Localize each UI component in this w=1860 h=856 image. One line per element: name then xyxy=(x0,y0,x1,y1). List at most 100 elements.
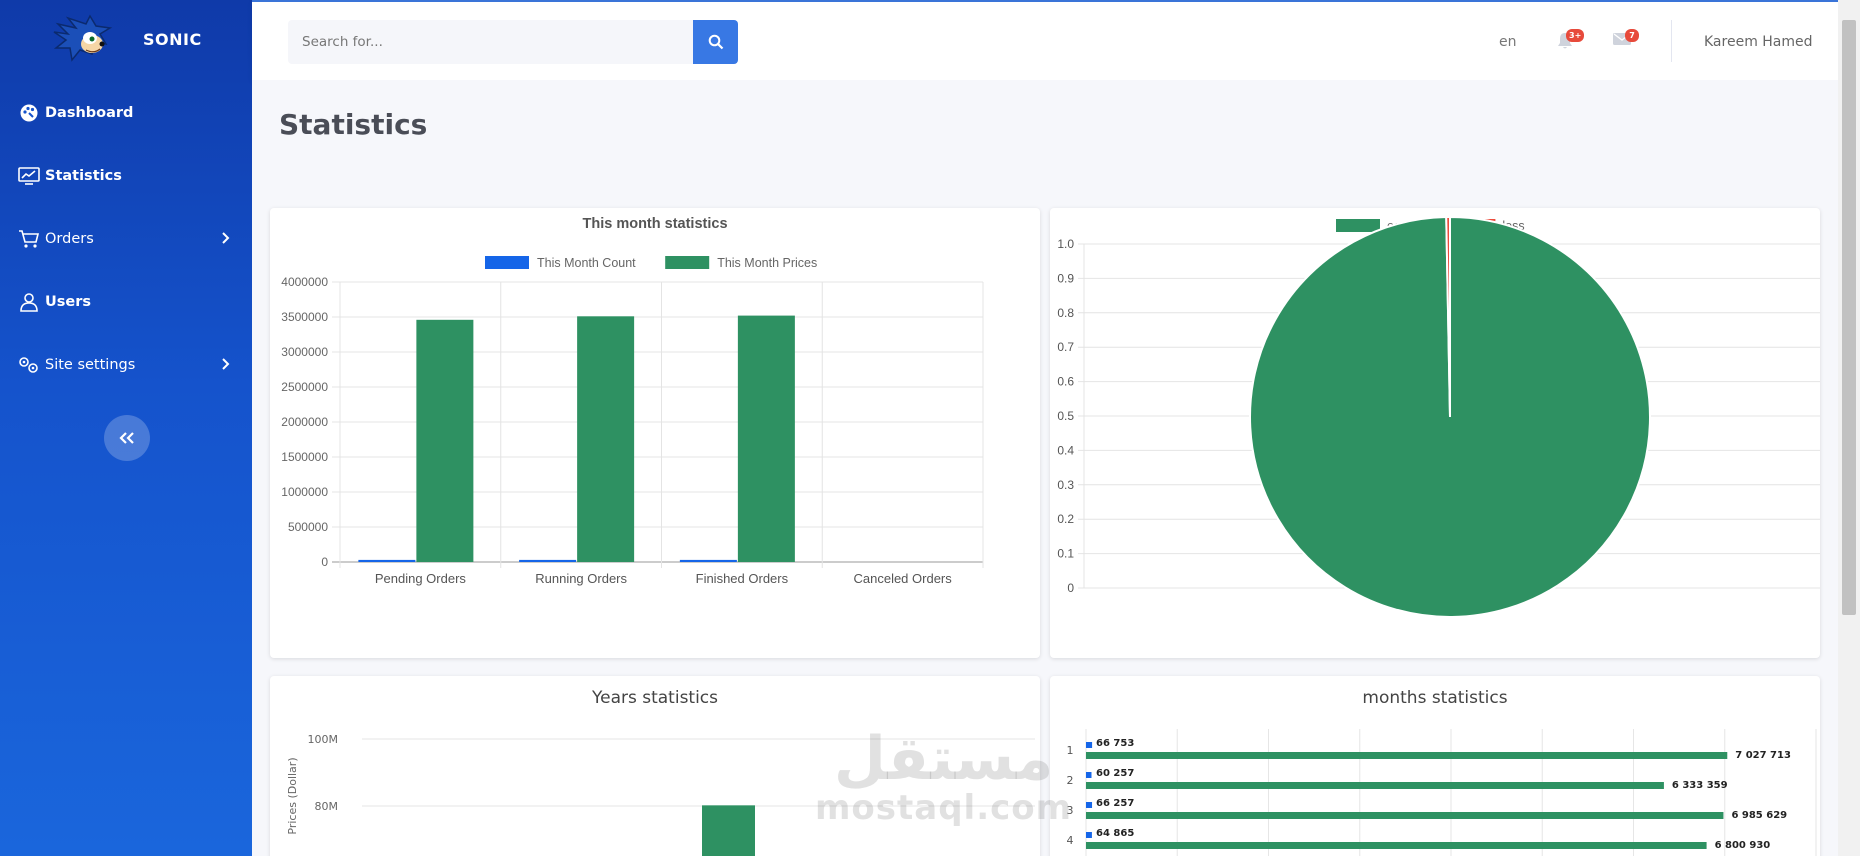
legend-swatch xyxy=(665,256,710,269)
sidebar-collapse-button[interactable] xyxy=(104,415,150,461)
sidebar-item-label: Users xyxy=(45,294,92,310)
chart-title: This month statistics xyxy=(582,216,727,232)
page-title: Statistics xyxy=(279,108,428,141)
y-tick-label: 0.6 xyxy=(1057,375,1074,389)
bar xyxy=(1086,842,1707,849)
y-tick-label: 3 xyxy=(1067,804,1074,817)
bar xyxy=(1086,812,1724,819)
data-label: 60 257 xyxy=(1096,768,1134,779)
y-tick-label: 0 xyxy=(321,555,328,569)
topbar: en 3+ 7 Kareem Hamed xyxy=(252,0,1838,80)
y-tick-label: 1500000 xyxy=(281,450,328,464)
gears-icon xyxy=(17,354,41,376)
y-axis-label: Prices (Dollar) xyxy=(286,757,299,834)
brand-name: SONIC xyxy=(143,30,202,49)
sidebar-item-label: Dashboard xyxy=(45,105,134,121)
palette-icon xyxy=(17,102,41,124)
scrollbar-thumb[interactable] xyxy=(1842,20,1856,615)
data-label: 6 985 629 xyxy=(1731,810,1787,821)
months-chart-card: months statistics 1 66 753 7 027 713 2 60 257… xyxy=(1050,676,1820,856)
chart-title: Years statistics xyxy=(591,688,718,708)
this-month-bar-chart: This month statistics This Month Count Thi… xyxy=(281,216,984,586)
y-tick-label: 0.5 xyxy=(1057,409,1074,423)
y-tick-label: 0 xyxy=(1067,581,1074,595)
language-switcher[interactable]: en xyxy=(1499,34,1517,50)
bar xyxy=(1086,752,1728,759)
x-tick-label: Canceled Orders xyxy=(853,571,952,586)
x-tick-label: Pending Orders xyxy=(375,571,467,586)
topbar-divider xyxy=(1671,20,1672,62)
data-label: 66 753 xyxy=(1096,738,1134,749)
notifications-button[interactable]: 3+ xyxy=(1557,29,1585,55)
y-tick-label: 4000000 xyxy=(281,275,328,289)
y-tick-label: 0.3 xyxy=(1057,478,1074,492)
y-tick-label: 0.1 xyxy=(1057,547,1074,561)
messages-button[interactable]: 7 xyxy=(1613,29,1639,51)
bar xyxy=(577,316,635,562)
chevron-right-icon xyxy=(221,357,230,376)
sidebar-item-label: Statistics xyxy=(45,168,122,184)
notifications-badge: 3+ xyxy=(1566,29,1585,42)
main-content: Statistics This month statistics This Mon… xyxy=(252,80,1838,856)
chevron-right-icon xyxy=(221,231,230,250)
sidebar-item-statistics[interactable]: Statistics xyxy=(0,154,252,198)
months-horizontal-bar-chart: months statistics 1 66 753 7 027 713 2 60 257… xyxy=(1067,688,1817,856)
y-tick-label: 0.7 xyxy=(1057,340,1074,354)
data-label: 64 865 xyxy=(1096,828,1134,839)
years-chart-card: Years statistics Prices (Dollar) 100M 80M xyxy=(270,676,1040,856)
y-tick-label: 1.0 xyxy=(1057,237,1074,251)
bar xyxy=(679,559,737,562)
x-tick-label: Running Orders xyxy=(535,571,627,586)
user-icon xyxy=(17,291,41,313)
y-tick-label: 2000000 xyxy=(281,415,328,429)
bar xyxy=(1086,782,1664,789)
y-tick-label: 0.2 xyxy=(1057,512,1074,526)
chart-title: months statistics xyxy=(1362,688,1507,708)
sidebar-item-label: Orders xyxy=(45,231,94,247)
search-button[interactable] xyxy=(693,20,738,64)
sidebar-item-users[interactable]: Users xyxy=(0,280,252,324)
data-label: 7 027 713 xyxy=(1735,750,1791,761)
messages-badge: 7 xyxy=(1625,29,1639,42)
earning-loss-pie-chart: earningloss00.10.20.30.40.50.60.70.80.91… xyxy=(1057,215,1820,618)
bar xyxy=(1086,772,1092,778)
data-label: 6 800 930 xyxy=(1715,840,1771,851)
y-tick-label: 2 xyxy=(1067,774,1074,787)
y-tick-label: 100M xyxy=(308,733,339,746)
y-tick-label: 0.8 xyxy=(1057,306,1074,320)
search-icon xyxy=(708,34,723,50)
bar xyxy=(1086,802,1093,808)
cart-icon xyxy=(17,228,41,250)
legend-label: This Month Prices xyxy=(717,256,817,270)
user-menu[interactable]: Kareem Hamed xyxy=(1704,34,1813,50)
y-tick-label: 0.4 xyxy=(1057,443,1074,457)
y-tick-label: 4 xyxy=(1067,834,1074,847)
y-tick-label: 0.9 xyxy=(1057,271,1074,285)
y-tick-label: 80M xyxy=(315,800,339,813)
this-month-chart-card: This month statistics This Month Count Thi… xyxy=(270,208,1040,658)
sidebar-item-orders[interactable]: Orders xyxy=(0,217,252,261)
search-bar xyxy=(288,20,738,64)
search-input[interactable] xyxy=(288,20,693,64)
legend-swatch xyxy=(485,256,529,269)
sidebar-item-site-settings[interactable]: Site settings xyxy=(0,343,252,387)
sidebar-item-dashboard[interactable]: Dashboard xyxy=(0,91,252,135)
pie-slice xyxy=(1445,215,1451,418)
sidebar-item-label: Site settings xyxy=(45,357,136,373)
y-tick-label: 3000000 xyxy=(281,345,328,359)
legend-swatch xyxy=(1336,219,1380,232)
chart-board-icon xyxy=(17,165,41,187)
legend-label: This Month Count xyxy=(537,256,636,270)
y-tick-label: 2500000 xyxy=(281,380,328,394)
bar xyxy=(702,805,755,856)
bar xyxy=(1086,832,1092,838)
brand[interactable]: SONIC xyxy=(0,0,252,80)
bar xyxy=(737,315,795,562)
sonic-logo-icon xyxy=(53,14,113,62)
page-scrollbar[interactable] xyxy=(1838,0,1860,856)
bar xyxy=(416,319,474,562)
y-tick-label: 1000000 xyxy=(281,485,328,499)
y-tick-label: 3500000 xyxy=(281,310,328,324)
years-bar-chart: Years statistics Prices (Dollar) 100M 80M xyxy=(286,688,1035,856)
